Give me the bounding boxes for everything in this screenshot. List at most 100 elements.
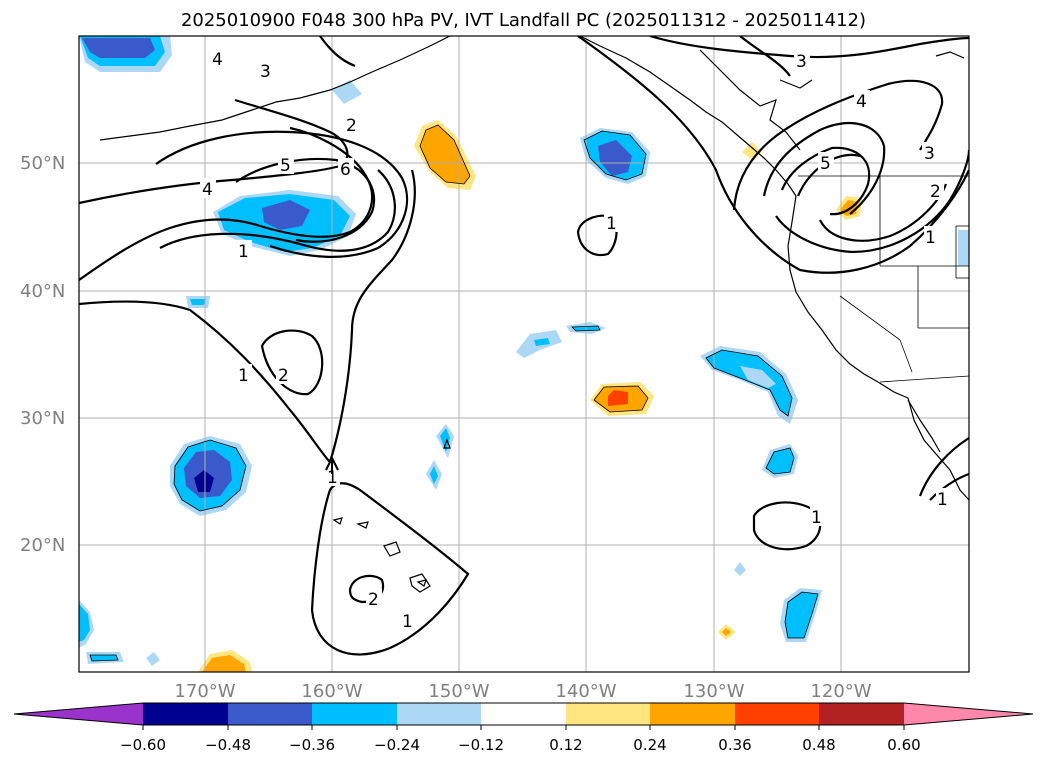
colorbar-tick: 0.48 <box>802 736 835 754</box>
contour-label: 2 <box>930 182 941 202</box>
lon-label: 140°W <box>555 681 616 702</box>
contour-line <box>918 437 969 497</box>
island <box>332 517 343 525</box>
colorbar-segment <box>228 703 312 725</box>
colorbar-segment <box>143 703 228 725</box>
contour-line <box>79 126 374 281</box>
colorbar-segment <box>904 703 1033 725</box>
colorbar-segment <box>481 703 566 725</box>
contour-label: 1 <box>811 508 822 528</box>
shade-blob <box>146 652 160 666</box>
contour-label: 1 <box>925 228 936 248</box>
contour-label: 1 <box>327 468 338 488</box>
negative-shading <box>79 36 969 666</box>
contour-label: 3 <box>924 144 935 164</box>
contour-label: 5 <box>280 156 291 176</box>
lon-label: 150°W <box>428 681 489 702</box>
longitude-labels: 170°W 160°W 150°W 140°W 130°W 120°W <box>174 681 871 702</box>
shade-blob <box>608 390 628 406</box>
contour-label: 3 <box>796 52 807 72</box>
contour-label: 2 <box>368 590 379 610</box>
contour-label: 5 <box>820 154 831 174</box>
contour-line <box>739 36 791 77</box>
contour-line <box>929 472 969 501</box>
contour-label: 1 <box>937 490 948 510</box>
coastline <box>907 399 941 453</box>
shade-blob <box>90 655 118 661</box>
coastline <box>787 195 969 501</box>
contour-line <box>775 149 969 254</box>
shade-blob <box>534 338 550 346</box>
location-marker-icon <box>325 455 339 474</box>
colorbar-segment <box>735 703 819 725</box>
shade-blob <box>194 470 214 492</box>
colorbar-tick: −0.48 <box>205 736 251 754</box>
shade-blob <box>79 604 90 642</box>
shade-outlines <box>89 124 819 662</box>
lat-label: 20°N <box>20 535 65 556</box>
lon-label: 130°W <box>683 681 744 702</box>
lon-label: 160°W <box>301 681 362 702</box>
graticule <box>79 36 969 672</box>
colorbar-segment <box>312 703 397 725</box>
colorbar-segment <box>14 703 143 725</box>
lat-label: 40°N <box>20 281 65 302</box>
contour-label: 2 <box>278 366 289 386</box>
shade-blob <box>82 38 155 58</box>
shade-blob <box>722 628 731 636</box>
contour-label: 4 <box>856 92 867 112</box>
island <box>409 573 431 593</box>
shade-blob <box>440 428 450 452</box>
contour-line <box>752 501 822 551</box>
shade-blob <box>420 125 470 184</box>
lon-label: 120°W <box>810 681 871 702</box>
shade-blob <box>734 562 746 576</box>
colorbar-tick: −0.36 <box>289 736 335 754</box>
contour-line <box>310 482 470 656</box>
lon-label: 170°W <box>174 681 235 702</box>
contour-label: 3 <box>260 62 271 82</box>
shade-blob <box>958 230 969 266</box>
contour-label: 1 <box>238 366 249 386</box>
shade-blob <box>430 466 438 484</box>
shade-blob <box>262 200 310 230</box>
contour-line <box>159 169 396 252</box>
contour-label: 4 <box>202 180 213 200</box>
contour-line <box>155 130 409 258</box>
map-title: 2025010900 F048 300 hPa PV, IVT Landfall… <box>180 10 867 31</box>
shade-blob <box>598 140 632 176</box>
contour-line <box>819 183 948 242</box>
contour-label: 1 <box>402 612 413 632</box>
latitude-labels: 50°N 40°N 30°N 20°N <box>20 153 65 556</box>
contour-line <box>649 36 969 59</box>
colorbar-tick: 0.24 <box>633 736 666 754</box>
contour-line <box>328 169 416 463</box>
colorbar-tick: 0.36 <box>718 736 751 754</box>
contour-line <box>762 122 886 215</box>
island <box>356 521 369 529</box>
contour-label: 1 <box>238 242 249 262</box>
borders <box>798 175 969 383</box>
contour-line <box>780 146 871 216</box>
lat-label: 50°N <box>20 153 65 174</box>
contour-label-group: 4 3 2 5 6 4 1 2 1 1 1 2 1 3 4 5 3 2 1 1 … <box>200 48 950 632</box>
contour-line <box>732 79 944 211</box>
shade-blob <box>190 299 206 305</box>
shade-blob <box>785 592 818 638</box>
colorbar-tick: 0.12 <box>549 736 582 754</box>
map-area: 4 3 2 5 6 4 1 2 1 1 1 2 1 3 4 5 3 2 1 1 … <box>79 36 969 672</box>
colorbar-segment <box>650 703 735 725</box>
contour-line <box>79 98 349 205</box>
island <box>443 438 451 449</box>
contour-label: 6 <box>340 160 351 180</box>
colorbar-tick: −0.60 <box>120 736 166 754</box>
shade-blob <box>202 655 246 672</box>
coastline <box>779 79 813 89</box>
colorbar-tick: −0.12 <box>458 736 504 754</box>
map-frame <box>78 35 970 673</box>
colorbar-segment <box>819 703 904 725</box>
colorbar-segment <box>566 703 650 725</box>
island <box>416 579 427 587</box>
contour-line <box>576 214 618 257</box>
